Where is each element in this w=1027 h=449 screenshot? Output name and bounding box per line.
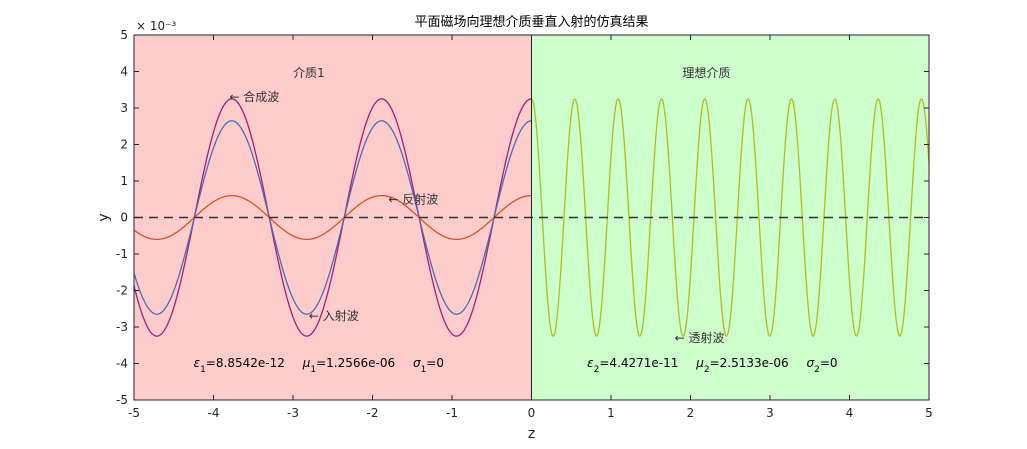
x-tick-label: 4 <box>846 406 854 420</box>
eps-subscript: 2 <box>594 365 600 375</box>
sigma-subscript: 1 <box>421 365 427 375</box>
sigma-value: =0 <box>426 356 444 370</box>
x-tick-label: -1 <box>446 406 458 420</box>
annotation-transmitted-wave: ← 透射波 <box>675 330 725 345</box>
y-tick-label: -3 <box>116 320 128 334</box>
x-tick-label: -5 <box>128 406 140 420</box>
params-ideal-medium: ε2=4.4271e-11 μ2=2.5133e-06 σ2=0 <box>587 356 837 375</box>
params-medium-1: ε1=8.8542e-12 μ1=1.2566e-06 σ1=0 <box>194 356 444 375</box>
y-tick-label: -5 <box>116 393 128 407</box>
annotation-reflected-wave: ← 反射波 <box>388 191 438 206</box>
y-axis-label: y <box>96 213 112 221</box>
sigma-value: =0 <box>820 356 838 370</box>
x-tick-label: 5 <box>925 406 933 420</box>
x-axis-label: z <box>528 426 535 442</box>
y-tick-label: -4 <box>116 357 128 371</box>
eps-value: =4.4271e-11 <box>599 356 678 370</box>
sigma-symbol: σ <box>413 356 421 370</box>
region-label-ideal-medium: 理想介质 <box>682 65 730 80</box>
region-label-medium-1: 介质1 <box>293 66 325 80</box>
eps-symbol: ε <box>194 356 201 370</box>
y-tick-label: 1 <box>120 174 128 188</box>
y-tick-label: -1 <box>116 247 128 261</box>
chart-title: 平面磁场向理想介质垂直入射的仿真结果 <box>414 14 648 30</box>
series-line-1 <box>133 98 532 337</box>
curves-group <box>133 98 930 337</box>
x-tick-label: 2 <box>687 406 695 420</box>
mu-symbol: μ <box>695 356 704 370</box>
mu-value: =2.5133e-06 <box>710 356 789 370</box>
sigma-subscript: 2 <box>814 365 820 375</box>
series-line-4 <box>531 98 930 337</box>
x-tick-label: 0 <box>528 406 536 420</box>
sigma-symbol: σ <box>806 356 814 370</box>
eps-value: =8.8542e-12 <box>206 356 285 370</box>
y-tick-label: -2 <box>116 284 128 298</box>
series-line-2 <box>133 120 532 315</box>
y-tick-label: 3 <box>120 101 128 115</box>
mu-subscript: 2 <box>704 365 710 375</box>
mu-symbol: μ <box>302 356 311 370</box>
annotation-incident-wave: ← 入射波 <box>309 308 359 323</box>
ticks-group: -5 -4 -3 -2 -1 0 1 2 3 4 5 -5 -4 -3 -2 -1 0 1 2 3 4 5 <box>116 28 933 420</box>
mu-value: =1.2566e-06 <box>316 356 395 370</box>
y-tick-label: 4 <box>120 65 128 79</box>
x-tick-label: -3 <box>287 406 299 420</box>
eps-subscript: 1 <box>200 365 206 375</box>
x-tick-label: -2 <box>367 406 379 420</box>
series-line-3 <box>133 194 532 241</box>
x-tick-label: 1 <box>607 406 615 420</box>
annotation-combined-wave: ← 合成波 <box>229 89 279 104</box>
y-tick-label: 0 <box>120 211 128 225</box>
x-tick-label: 3 <box>766 406 774 420</box>
x-tick-label: -4 <box>208 406 220 420</box>
y-tick-label: 2 <box>120 138 128 152</box>
y-exponent-label: × 10⁻³ <box>136 19 176 33</box>
eps-symbol: ε <box>587 356 594 370</box>
y-tick-label: 5 <box>120 28 128 42</box>
mu-subscript: 1 <box>310 365 316 375</box>
